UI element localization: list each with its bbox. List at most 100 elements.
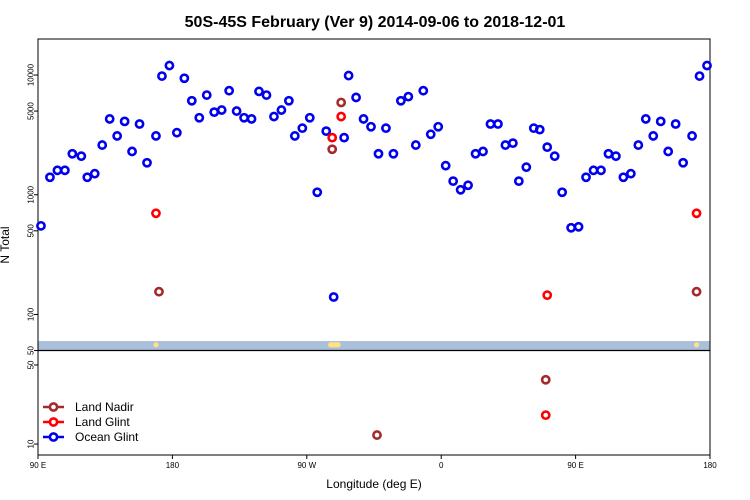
data-point: [478, 146, 488, 157]
x-tick-label: 180: [703, 461, 717, 470]
data-point: [540, 374, 551, 385]
x-tick-label: 180: [166, 461, 180, 470]
data-point: [425, 129, 436, 140]
data-point: [702, 60, 712, 71]
data-point: [618, 172, 629, 183]
data-point: [540, 410, 551, 421]
y-tick-label: 5000: [27, 102, 36, 120]
data-point: [151, 208, 161, 219]
data-point: [403, 91, 414, 102]
data-point: [588, 165, 599, 176]
data-point: [82, 172, 93, 183]
chart-title: 50S-45S February (Ver 9) 2014-09-06 to 2…: [185, 14, 566, 31]
data-point: [366, 121, 376, 132]
y-tick-label: 1000: [27, 185, 36, 203]
data-point: [500, 140, 511, 150]
data-point: [67, 148, 78, 159]
data-point: [239, 112, 249, 123]
legend-marker: [48, 402, 59, 412]
data-point: [670, 119, 681, 129]
data-point: [154, 286, 164, 297]
data-point: [418, 85, 429, 96]
x-axis-label: Longitude (deg E): [326, 477, 421, 491]
data-point: [304, 112, 315, 123]
data-point: [581, 172, 591, 183]
data-point: [246, 114, 257, 124]
band-marker: [693, 342, 700, 348]
data-point: [687, 131, 697, 141]
data-point: [336, 111, 347, 122]
data-point: [640, 114, 651, 124]
data-point: [507, 138, 518, 149]
data-point: [339, 132, 350, 143]
band-marker: [153, 342, 159, 348]
data-point: [358, 114, 369, 124]
data-point: [327, 132, 338, 143]
data-point: [76, 151, 87, 162]
data-point: [231, 106, 242, 116]
data-point: [542, 142, 553, 153]
data-point: [534, 124, 545, 135]
data-point: [433, 121, 444, 132]
data-point: [119, 116, 130, 127]
data-point: [694, 71, 705, 81]
y-axis: 50 100 500 1000 5000 10000 10 50: [27, 63, 38, 448]
data-point: [104, 114, 115, 124]
data-point: [283, 95, 294, 106]
data-points: [36, 60, 712, 440]
y-tick-label: 500: [27, 224, 36, 238]
data-point: [648, 131, 659, 141]
legend-label: Ocean Glint: [75, 430, 139, 444]
data-point: [171, 127, 182, 138]
y-axis-label: N Total: [0, 226, 12, 263]
x-tick-label: 0: [439, 461, 444, 470]
y-tick-label: 50: [27, 360, 36, 369]
data-point: [45, 172, 55, 183]
legend-marker: [48, 432, 59, 442]
y-tick-label: 100: [27, 307, 36, 321]
data-point: [186, 95, 197, 106]
data-point: [611, 151, 621, 162]
x-tick-label: 90 E: [30, 461, 46, 470]
legend-marker: [48, 417, 59, 427]
data-point: [493, 119, 503, 129]
band-markers: [153, 342, 700, 348]
data-point: [216, 105, 227, 115]
data-point: [336, 97, 347, 108]
data-point: [179, 73, 190, 84]
data-point: [395, 95, 406, 106]
data-point: [297, 123, 308, 134]
data-point: [276, 105, 287, 115]
data-point: [209, 107, 220, 118]
x-tick-label: 90 W: [297, 461, 316, 470]
plot-frame: [37, 38, 711, 456]
data-point: [440, 160, 451, 171]
legend-label: Land Nadir: [75, 400, 134, 414]
data-point: [224, 85, 235, 96]
data-point: [351, 92, 361, 103]
data-point: [625, 168, 636, 179]
x-axis: 90 E 180 90 W 0 90 E 180: [30, 455, 717, 470]
data-point: [573, 221, 584, 232]
data-point: [261, 90, 272, 100]
data-point: [485, 119, 496, 129]
data-point: [201, 90, 212, 100]
data-point: [373, 148, 384, 159]
data-point: [521, 162, 532, 173]
data-point: [603, 148, 614, 159]
data-point: [36, 220, 46, 231]
band-region: [38, 341, 710, 351]
data-point: [513, 176, 524, 187]
data-point: [328, 292, 339, 302]
data-point: [691, 208, 702, 219]
legend-label: Land Glint: [75, 415, 130, 429]
data-point: [254, 86, 264, 97]
data-point: [52, 165, 63, 176]
data-point: [321, 126, 332, 137]
data-point: [633, 140, 644, 150]
data-point: [343, 70, 354, 81]
data-point: [327, 144, 338, 155]
data-point: [372, 430, 382, 440]
data-point: [388, 148, 399, 159]
